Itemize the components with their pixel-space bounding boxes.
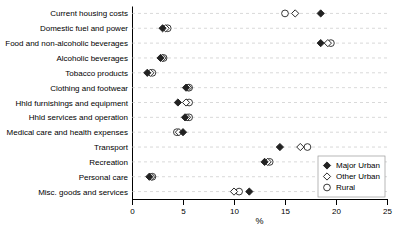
legend-box xyxy=(318,156,385,197)
y-axis: Current housing costs Domestic fuel and p… xyxy=(5,7,132,200)
point xyxy=(282,10,289,17)
x-axis-title: % xyxy=(255,216,263,226)
x-tick-mark xyxy=(387,199,388,205)
series xyxy=(149,10,334,195)
point xyxy=(297,143,304,150)
x-tick-label: 20 xyxy=(332,207,341,216)
grid-line xyxy=(132,87,387,88)
point xyxy=(146,173,153,180)
legend-label: Other Urban xyxy=(336,172,380,181)
grid-line xyxy=(132,117,387,118)
point xyxy=(317,10,324,17)
point xyxy=(246,188,253,195)
x-tick: 5 xyxy=(181,199,186,216)
x-tick-mark xyxy=(183,199,184,205)
point xyxy=(230,188,237,195)
legend-symbol xyxy=(324,184,331,191)
y-tick-label: Current housing costs xyxy=(50,9,128,18)
x-axis-line xyxy=(133,199,388,200)
grid-line xyxy=(132,102,387,103)
x-tick-label: 5 xyxy=(181,207,186,216)
point xyxy=(276,143,283,150)
y-tick-label: Food and non-alcoholic beverages xyxy=(5,39,128,48)
point xyxy=(181,114,188,121)
y-tick: Clothing and footwear xyxy=(50,84,132,93)
grid-line xyxy=(132,43,387,44)
y-tick: Domestic fuel and power xyxy=(40,24,132,33)
x-tick: 0 xyxy=(130,199,135,216)
grid-line xyxy=(132,147,387,148)
y-tick-label: Misc. goods and services xyxy=(38,188,128,197)
legend-symbol xyxy=(323,162,330,169)
y-tick: Hhld furnishings and equipment xyxy=(15,99,132,108)
point xyxy=(182,99,189,106)
point xyxy=(144,69,151,76)
y-tick-label: Hhld services and operation xyxy=(29,113,128,122)
y-tick-label: Alcoholic beverages xyxy=(56,54,128,63)
y-tick-label: Personal care xyxy=(79,173,129,182)
y-tick-label: Tobacco products xyxy=(65,69,128,78)
chart: Current housing costs Domestic fuel and p… xyxy=(0,0,397,227)
legend-item: Rural xyxy=(324,183,356,192)
y-tick: Personal care xyxy=(79,173,132,182)
point xyxy=(159,25,166,32)
legend: Major Urban Other Urban Rural xyxy=(318,156,385,197)
y-tick: Recreation xyxy=(89,158,132,167)
x-tick-mark xyxy=(285,199,286,205)
x-tick-mark xyxy=(132,199,133,205)
point xyxy=(157,54,164,61)
x-tick: 15 xyxy=(281,199,290,216)
y-axis-line xyxy=(132,7,133,200)
x-tick-label: 10 xyxy=(230,207,239,216)
grid-line xyxy=(132,132,387,133)
grid xyxy=(132,13,387,191)
y-tick-label: Transport xyxy=(94,143,129,152)
legend-item: Other Urban xyxy=(323,172,380,181)
x-axis: 0 5 10 15 20 25 xyxy=(130,199,392,216)
y-tick-label: Recreation xyxy=(89,158,128,167)
x-tick-mark xyxy=(336,199,337,205)
marks xyxy=(144,10,335,195)
grid-line xyxy=(132,57,387,58)
y-tick-label: Medical care and health expenses xyxy=(7,128,128,137)
y-tick: Food and non-alcoholic beverages xyxy=(5,39,132,48)
legend-label: Major Urban xyxy=(336,161,380,170)
x-tick-mark xyxy=(234,199,235,205)
y-tick: Alcoholic beverages xyxy=(56,54,132,63)
point xyxy=(324,40,331,47)
legend-symbol xyxy=(323,173,330,180)
point xyxy=(182,84,189,91)
x-tick: 10 xyxy=(230,199,239,216)
series xyxy=(144,10,325,195)
point xyxy=(304,144,311,151)
x-tick-label: 25 xyxy=(383,207,392,216)
y-tick-label: Clothing and footwear xyxy=(50,84,128,93)
y-tick-label: Hhld furnishings and equipment xyxy=(15,99,128,108)
legend-label: Rural xyxy=(336,183,355,192)
legend-item: Major Urban xyxy=(323,161,380,170)
grid-line xyxy=(132,72,387,73)
point xyxy=(317,40,324,47)
y-tick: Transport xyxy=(94,143,132,152)
series xyxy=(147,10,332,195)
y-tick: Medical care and health expenses xyxy=(7,128,132,137)
y-tick: Misc. goods and services xyxy=(38,188,132,197)
point xyxy=(174,99,181,106)
y-tick: Hhld services and operation xyxy=(29,113,132,122)
x-tick-label: 0 xyxy=(130,207,135,216)
grid-line xyxy=(132,13,387,14)
y-tick-label: Domestic fuel and power xyxy=(40,24,128,33)
point xyxy=(261,158,268,165)
y-tick: Current housing costs xyxy=(50,9,132,18)
point xyxy=(292,10,299,17)
x-tick-label: 15 xyxy=(281,207,290,216)
x-tick: 25 xyxy=(383,199,392,216)
point xyxy=(179,129,186,136)
x-tick: 20 xyxy=(332,199,341,216)
y-tick: Tobacco products xyxy=(65,69,132,78)
